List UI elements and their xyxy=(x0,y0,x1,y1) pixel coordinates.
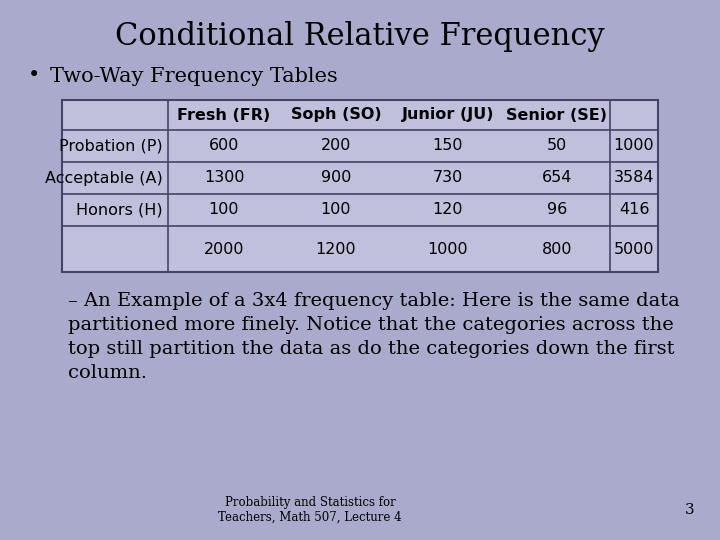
Text: Probability and Statistics for
Teachers, Math 507, Lecture 4: Probability and Statistics for Teachers,… xyxy=(218,496,402,524)
Text: Junior (JU): Junior (JU) xyxy=(402,107,494,123)
Text: Probation (P): Probation (P) xyxy=(59,138,163,153)
Text: 50: 50 xyxy=(547,138,567,153)
Text: 3584: 3584 xyxy=(613,171,654,186)
Text: 730: 730 xyxy=(433,171,463,186)
Text: Fresh (FR): Fresh (FR) xyxy=(177,107,271,123)
Text: 416: 416 xyxy=(618,202,649,218)
Bar xyxy=(62,100,658,272)
Text: Senior (SE): Senior (SE) xyxy=(506,107,608,123)
Text: 654: 654 xyxy=(542,171,572,186)
Text: 1300: 1300 xyxy=(204,171,244,186)
Text: •: • xyxy=(28,66,40,85)
Text: 150: 150 xyxy=(433,138,463,153)
Text: Honors (H): Honors (H) xyxy=(76,202,163,218)
Text: partitioned more finely. Notice that the categories across the: partitioned more finely. Notice that the… xyxy=(68,316,674,334)
Bar xyxy=(62,100,658,272)
Text: 1000: 1000 xyxy=(428,241,468,256)
Text: top still partition the data as do the categories down the first: top still partition the data as do the c… xyxy=(68,340,675,358)
Text: 5000: 5000 xyxy=(613,241,654,256)
Text: 100: 100 xyxy=(320,202,351,218)
Text: Soph (SO): Soph (SO) xyxy=(291,107,382,123)
Text: – An Example of a 3x4 frequency table: Here is the same data: – An Example of a 3x4 frequency table: H… xyxy=(68,292,680,310)
Text: Acceptable (A): Acceptable (A) xyxy=(45,171,163,186)
Text: Conditional Relative Frequency: Conditional Relative Frequency xyxy=(115,21,605,51)
Text: Two-Way Frequency Tables: Two-Way Frequency Tables xyxy=(50,66,338,85)
Text: 100: 100 xyxy=(209,202,239,218)
Text: 800: 800 xyxy=(541,241,572,256)
Text: 900: 900 xyxy=(321,171,351,186)
Text: 1200: 1200 xyxy=(315,241,356,256)
Text: 600: 600 xyxy=(209,138,239,153)
Text: column.: column. xyxy=(68,364,147,382)
Text: 96: 96 xyxy=(547,202,567,218)
Text: 1000: 1000 xyxy=(613,138,654,153)
Text: 120: 120 xyxy=(433,202,463,218)
Text: 2000: 2000 xyxy=(204,241,244,256)
Text: 3: 3 xyxy=(685,503,695,517)
Text: 200: 200 xyxy=(321,138,351,153)
